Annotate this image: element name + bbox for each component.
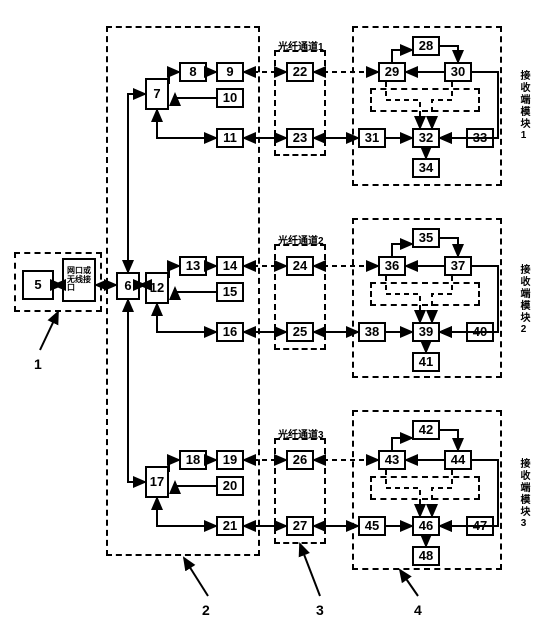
label-rx1: 接收端模块1 (516, 70, 531, 143)
label-ptr1: 1 (34, 356, 42, 372)
group-C1 (274, 50, 326, 156)
group-I3 (370, 476, 480, 500)
label-rx3: 接收端模块3 (516, 458, 531, 531)
group-C2 (274, 244, 326, 350)
group-I2 (370, 282, 480, 306)
label-ptr2: 2 (202, 602, 210, 618)
group-G2 (106, 26, 260, 556)
label-rx2: 接收端模块2 (516, 264, 531, 337)
label-ptr4: 4 (414, 602, 422, 618)
label-ptr3: 3 (316, 602, 324, 618)
label-ch3: 光纤通道3 (278, 426, 324, 441)
group-I1 (370, 88, 480, 112)
group-C3 (274, 438, 326, 544)
label-ch2: 光纤通道2 (278, 232, 324, 247)
label-ch1: 光纤通道1 (278, 38, 324, 53)
group-G1 (14, 252, 102, 312)
